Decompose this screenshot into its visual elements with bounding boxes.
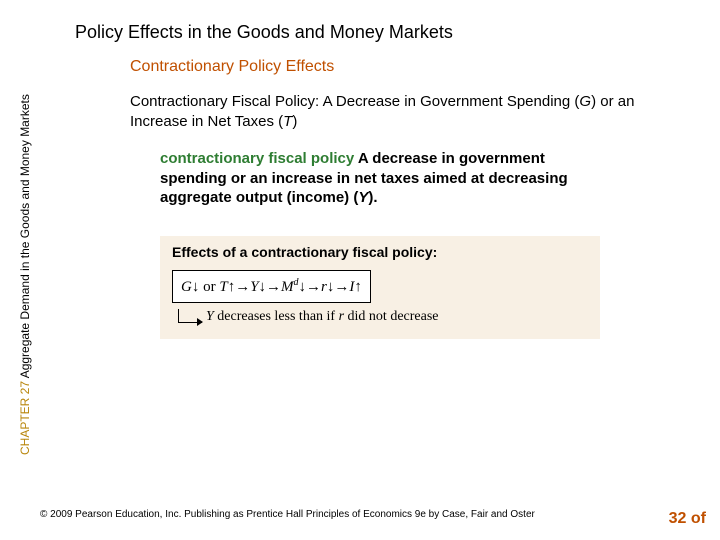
main-content: Contractionary Fiscal Policy: A Decrease… bbox=[130, 92, 670, 339]
subhead-text: ) bbox=[292, 113, 297, 130]
chapter-number: CHAPTER 27 bbox=[18, 381, 32, 455]
var-y: Y bbox=[358, 189, 368, 206]
definition-block: contractionary fiscal policy A decrease … bbox=[160, 149, 600, 208]
subhead-text: Contractionary Fiscal Policy: A Decrease… bbox=[130, 93, 579, 110]
definition-term: contractionary fiscal policy bbox=[160, 150, 354, 167]
copyright-footer: © 2009 Pearson Education, Inc. Publishin… bbox=[40, 509, 535, 520]
var-y: Y bbox=[206, 309, 214, 324]
var-m: M bbox=[281, 279, 294, 295]
right-arrow-icon: → bbox=[235, 279, 250, 295]
formula-line-2: Y decreases less than if r did not decre… bbox=[172, 309, 588, 325]
line2-text: decreases less than if bbox=[214, 309, 339, 324]
down-arrow-icon: ↓ bbox=[259, 279, 267, 295]
return-arrow-icon bbox=[178, 309, 202, 323]
page-number: 32 of bbox=[669, 510, 706, 528]
var-t: T bbox=[283, 113, 292, 130]
up-arrow-icon: ↑ bbox=[354, 279, 362, 295]
chapter-title: Aggregate Demand in the Goods and Money … bbox=[18, 94, 32, 378]
var-g: G bbox=[181, 279, 192, 295]
chapter-sidebar-label: CHAPTER 27 Aggregate Demand in the Goods… bbox=[18, 94, 32, 455]
subsection-heading: Contractionary Fiscal Policy: A Decrease… bbox=[130, 92, 670, 131]
down-arrow-icon: ↓ bbox=[299, 279, 307, 295]
line2-text: did not decrease bbox=[344, 309, 438, 324]
page-title: Policy Effects in the Goods and Money Ma… bbox=[75, 22, 453, 43]
var-y: Y bbox=[250, 279, 258, 295]
right-arrow-icon: → bbox=[334, 279, 349, 295]
text-or: or bbox=[199, 279, 219, 295]
right-arrow-icon: → bbox=[306, 279, 321, 295]
effects-box: Effects of a contractionary fiscal polic… bbox=[160, 236, 600, 339]
var-t: T bbox=[219, 279, 227, 295]
right-arrow-icon: → bbox=[266, 279, 281, 295]
definition-body: ). bbox=[368, 189, 377, 206]
section-subtitle: Contractionary Policy Effects bbox=[130, 58, 334, 76]
effects-title: Effects of a contractionary fiscal polic… bbox=[172, 244, 588, 260]
formula-line-1: G↓ or T↑→Y↓→Md↓→r↓→I↑ bbox=[172, 270, 371, 303]
var-g: G bbox=[579, 93, 591, 110]
